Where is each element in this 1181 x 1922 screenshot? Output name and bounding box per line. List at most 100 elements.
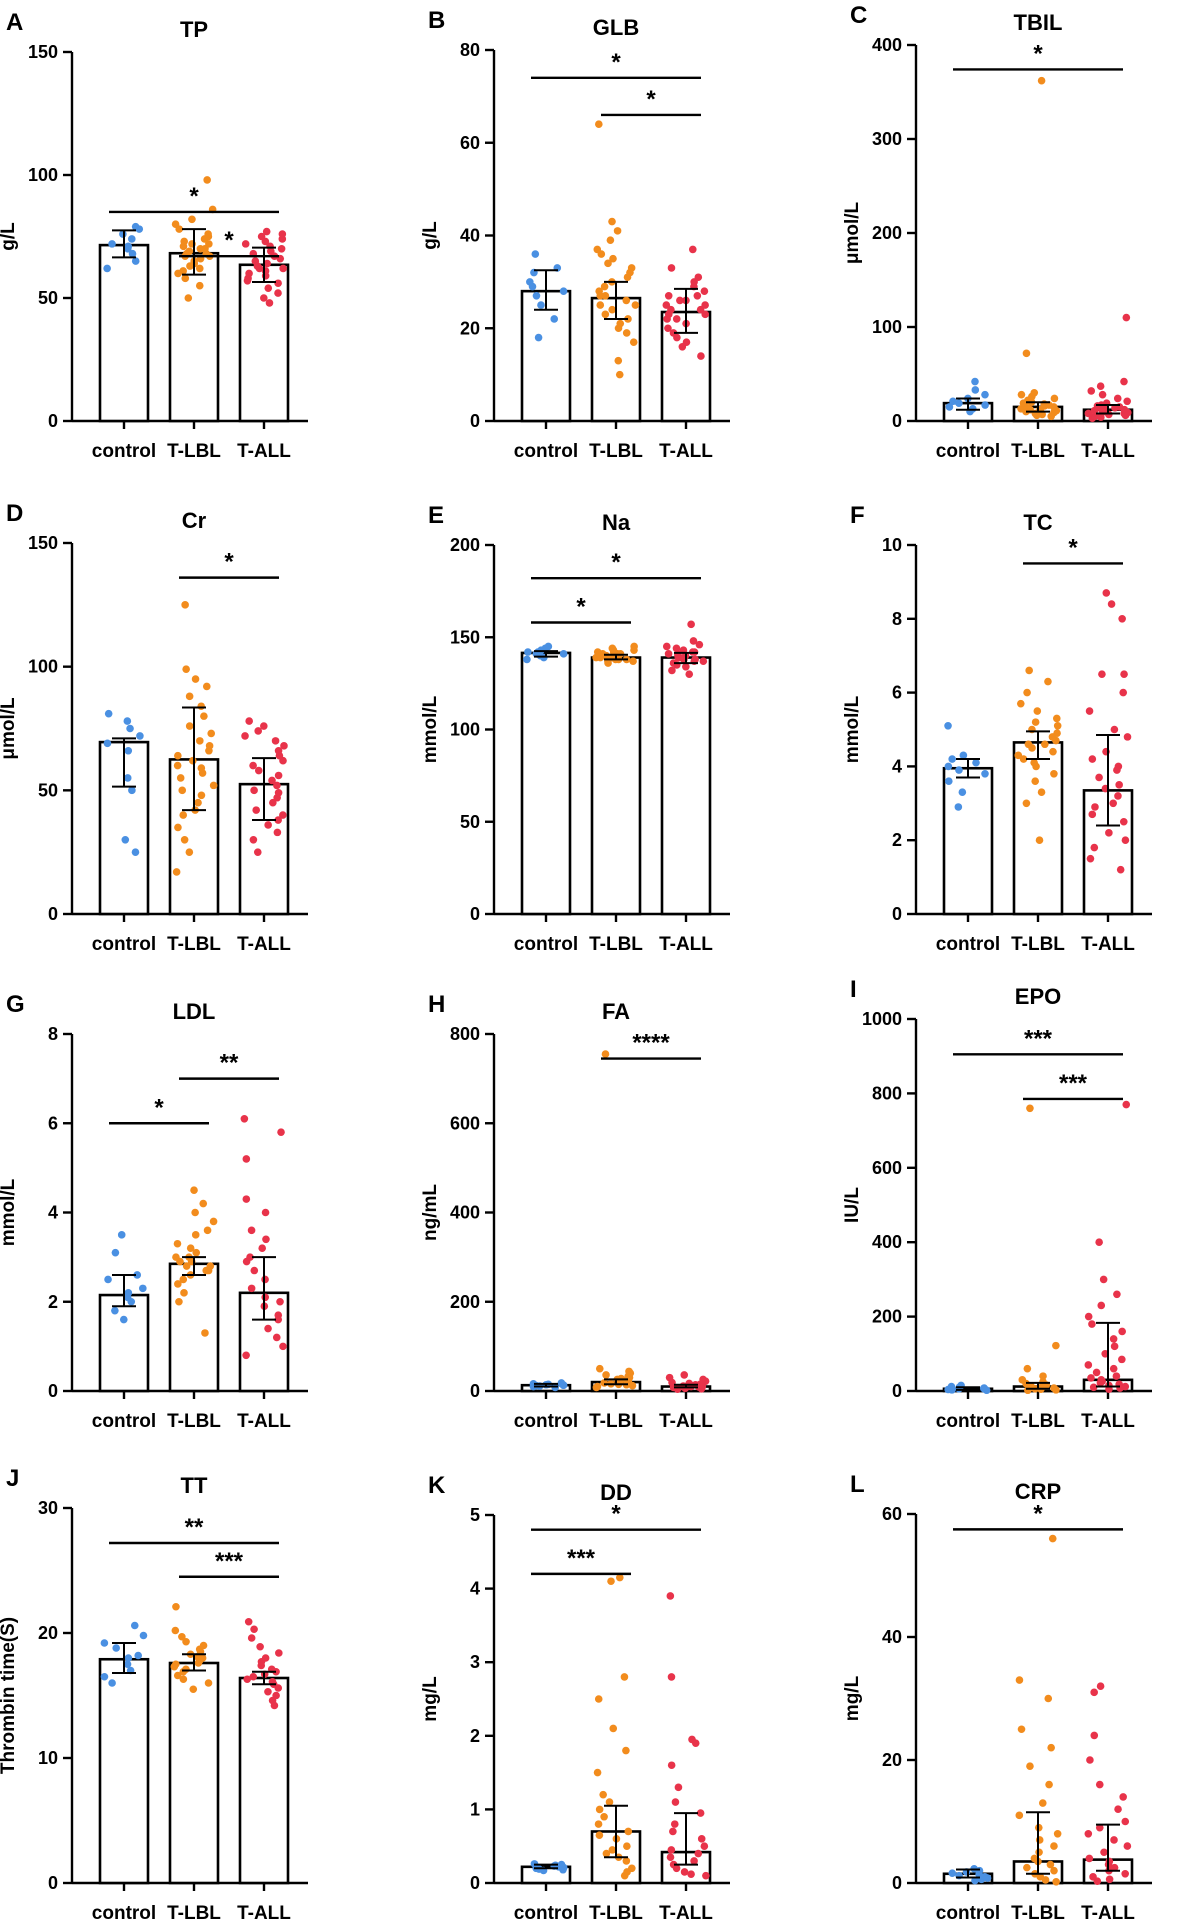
- data-point-t-lbl: [199, 1641, 208, 1650]
- data-point-t-all: [665, 1373, 674, 1382]
- y-tick-label: 200: [872, 223, 902, 243]
- data-point-t-all: [241, 732, 249, 740]
- data-point-t-lbl: [630, 642, 638, 651]
- data-point-t-all: [1113, 1290, 1121, 1299]
- data-point-t-lbl: [613, 227, 622, 235]
- data-point-t-all: [1113, 394, 1122, 403]
- x-tick-label-t-all: T-ALL: [659, 1903, 713, 1922]
- data-point-control: [134, 1651, 143, 1660]
- y-tick-label: 8: [48, 1024, 58, 1044]
- data-point-control: [981, 769, 989, 778]
- data-point-t-all: [1121, 836, 1130, 844]
- data-point-t-lbl: [1026, 1104, 1034, 1113]
- data-point-t-lbl: [608, 217, 616, 226]
- data-point-t-lbl: [192, 1248, 201, 1257]
- data-point-t-all: [276, 1297, 284, 1306]
- data-point-t-lbl: [1017, 1725, 1026, 1734]
- data-point-control: [128, 786, 136, 795]
- data-point-control: [955, 766, 963, 774]
- bar-t-lbl: [168, 251, 220, 423]
- y-tick-label: 0: [892, 411, 902, 431]
- data-point-t-lbl: [1016, 699, 1025, 708]
- data-point-t-all: [1114, 1805, 1122, 1813]
- data-point-t-lbl: [191, 1231, 200, 1239]
- data-point-t-all: [667, 1673, 676, 1681]
- data-point-t-all: [1110, 1342, 1119, 1351]
- data-point-control: [103, 739, 112, 748]
- y-tick-label: 2: [48, 1292, 58, 1312]
- data-point-t-lbl: [173, 1239, 182, 1248]
- data-point-t-lbl: [1023, 1863, 1031, 1872]
- data-point-t-lbl: [1050, 769, 1058, 778]
- data-point-t-all: [264, 284, 273, 292]
- data-point-t-lbl: [1026, 1762, 1034, 1770]
- data-point-t-lbl: [1015, 1811, 1024, 1820]
- y-tick-label: 0: [48, 1381, 58, 1401]
- data-point-t-all: [240, 1114, 249, 1123]
- data-point-t-lbl: [182, 1262, 191, 1270]
- data-point-t-all: [268, 776, 276, 785]
- data-point-t-lbl: [1017, 390, 1026, 399]
- x-tick-label-control: control: [936, 1903, 1000, 1922]
- data-point-t-lbl: [199, 1199, 208, 1208]
- y-tick-label: 50: [460, 812, 480, 832]
- data-point-t-lbl: [594, 1820, 603, 1828]
- data-point-t-all: [1092, 1368, 1101, 1377]
- data-point-t-all: [261, 1208, 270, 1217]
- x-tick-label-t-lbl: T-LBL: [167, 1411, 221, 1432]
- data-point-t-lbl: [182, 665, 190, 673]
- y-tick-label: 2: [892, 830, 902, 850]
- data-point-t-all: [680, 1371, 689, 1379]
- data-point-t-all: [687, 1870, 695, 1878]
- data-point-t-lbl: [172, 868, 181, 876]
- data-point-control: [971, 386, 980, 394]
- data-point-t-lbl: [593, 1382, 602, 1391]
- panel-i: I EPO 0 200 400 600 800 1000 IU/L control T-LBL T-A…: [842, 976, 1152, 1432]
- data-point-t-lbl: [1050, 1866, 1058, 1875]
- data-point-t-all: [664, 650, 673, 658]
- data-point-t-all: [1102, 589, 1111, 597]
- data-point-control: [947, 1382, 956, 1391]
- y-axis-label: μmol/L: [0, 697, 19, 760]
- data-point-control: [108, 1679, 116, 1687]
- data-point-t-lbl: [1047, 1743, 1055, 1752]
- data-point-t-lbl: [622, 1857, 631, 1865]
- data-point-t-all: [261, 1293, 270, 1302]
- y-axis-label: mg/L: [420, 1676, 441, 1722]
- data-point-t-all: [1086, 1756, 1094, 1764]
- data-point-t-all: [253, 848, 262, 856]
- data-point-t-all: [1097, 1301, 1106, 1310]
- bar-control: [520, 289, 572, 423]
- data-point-control: [981, 390, 989, 399]
- data-point-t-all: [274, 816, 282, 824]
- data-point-t-all: [682, 662, 690, 671]
- data-point-t-all: [247, 1284, 256, 1293]
- x-tick-label-t-all: T-ALL: [659, 934, 713, 955]
- x-tick-label-t-all: T-ALL: [1081, 934, 1135, 955]
- data-point-t-lbl: [174, 823, 182, 832]
- y-tick-label: 4: [48, 1203, 58, 1223]
- data-point-t-lbl: [173, 761, 182, 770]
- data-point-t-all: [263, 259, 271, 268]
- data-point-t-lbl: [604, 259, 612, 268]
- data-point-t-lbl: [178, 786, 187, 795]
- y-axis-label: mmol/L: [842, 695, 863, 763]
- data-point-control: [130, 1621, 139, 1630]
- data-point-t-lbl: [1035, 1848, 1043, 1857]
- data-point-t-lbl: [1045, 1780, 1053, 1789]
- y-tick-label: 0: [470, 1381, 480, 1401]
- bar-t-all: [238, 263, 290, 423]
- data-point-control: [123, 774, 132, 782]
- data-point-t-all: [1119, 688, 1128, 697]
- data-point-t-lbl: [207, 729, 216, 738]
- data-point-control: [971, 1876, 979, 1885]
- data-point-control: [124, 242, 133, 251]
- y-tick-label: 2: [470, 1726, 480, 1746]
- data-point-t-all: [671, 1798, 680, 1806]
- panel-letter: K: [428, 1472, 446, 1499]
- data-point-t-lbl: [1037, 76, 1046, 85]
- data-point-t-all: [701, 301, 709, 309]
- data-point-t-all: [667, 1846, 676, 1854]
- data-point-t-all: [1107, 600, 1116, 608]
- data-point-t-all: [249, 761, 257, 770]
